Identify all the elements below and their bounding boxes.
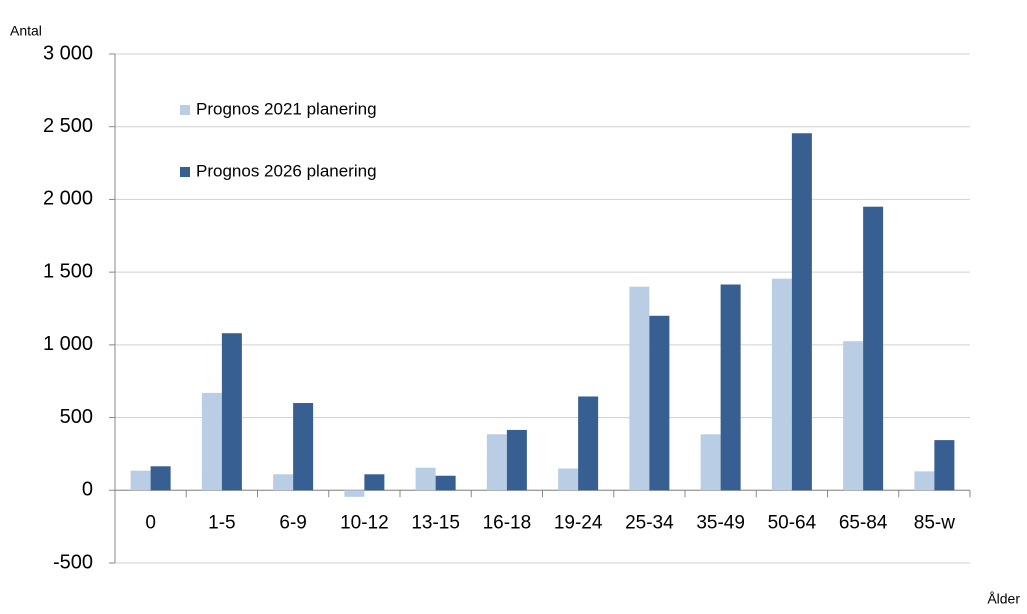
y-axis-label: Antal [10, 23, 42, 39]
x-tick-label: 6-9 [279, 512, 306, 533]
bar [486, 434, 507, 491]
x-tick-label: 25-34 [625, 512, 674, 533]
bar [700, 434, 721, 491]
x-tick-label: 35-49 [696, 512, 745, 533]
bar [435, 475, 456, 491]
bar [934, 440, 955, 491]
legend-label: Prognos 2021 planering [196, 99, 377, 118]
bar [558, 468, 579, 491]
bar [293, 403, 314, 491]
y-tick-label: 1 000 [43, 333, 93, 355]
bar [720, 284, 741, 491]
bar [629, 286, 650, 491]
x-tick-label: 85-w [914, 512, 955, 533]
x-tick-label: 1-5 [208, 512, 235, 533]
legend-swatch [180, 105, 190, 115]
x-tick-label: 16-18 [483, 512, 532, 533]
bar [791, 133, 812, 491]
bar [273, 474, 294, 491]
bar [506, 429, 527, 491]
legend-swatch [180, 167, 190, 177]
bar [415, 467, 436, 491]
x-tick-label: 19-24 [554, 512, 603, 533]
bar [843, 341, 864, 491]
x-tick-label: 0 [145, 512, 156, 533]
y-tick-label: 0 [82, 479, 93, 501]
bar [130, 470, 151, 491]
bar [914, 471, 935, 491]
bar [201, 392, 222, 491]
y-tick-label: 3 000 [43, 42, 93, 64]
y-tick-label: 500 [60, 406, 93, 428]
bar [364, 474, 385, 491]
y-tick-label: 2 500 [43, 115, 93, 137]
bar [221, 333, 242, 491]
legend-label: Prognos 2026 planering [196, 161, 377, 180]
x-tick-label: 10-12 [340, 512, 389, 533]
bar [863, 206, 884, 491]
x-tick-label: 65-84 [839, 512, 888, 533]
bar [578, 396, 599, 491]
bar [649, 315, 670, 491]
y-tick-label: -500 [53, 551, 93, 573]
y-tick-label: 2 000 [43, 188, 93, 210]
bar [344, 490, 365, 497]
bar [771, 278, 792, 491]
bar [150, 466, 171, 491]
x-axis-label: Ålder [987, 591, 1020, 607]
y-tick-label: 1 500 [43, 260, 93, 282]
x-tick-label: 13-15 [411, 512, 460, 533]
x-tick-label: 50-64 [768, 512, 817, 533]
